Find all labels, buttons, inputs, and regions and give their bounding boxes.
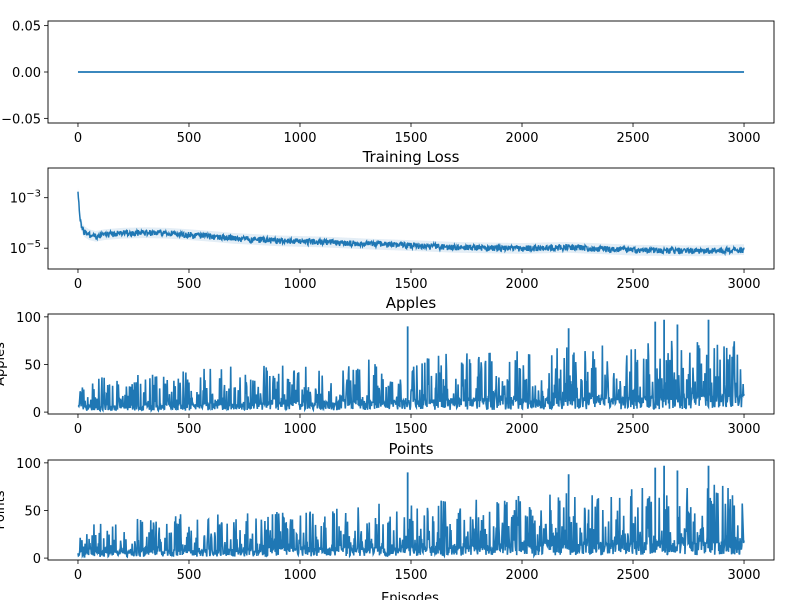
y-axis-label: Points	[0, 490, 8, 529]
subplot-3: Apples Apples 0 500 1000 1500 2000 2500 3000 0 50 1…	[0, 294, 775, 437]
y-tick-label: 10−5	[10, 239, 41, 257]
series-line	[77, 484, 745, 559]
x-tick-label: 1000	[283, 131, 316, 146]
subplot-4: Points Points 0 500 1000 1500 2000 2500 3000 0 50 1…	[0, 440, 775, 583]
subplot-2: Training Loss 0 500 1000 1500 2000 2500 3000 10−…	[10, 148, 775, 292]
x-tick-label: 2500	[616, 422, 649, 437]
x-tick-label: 3000	[727, 568, 760, 583]
x-tick-label: 1500	[394, 422, 427, 437]
y-tick-label: 0	[33, 406, 41, 421]
x-tick-label: 3000	[727, 422, 760, 437]
x-tick-label: 1000	[283, 277, 316, 292]
x-tick-label: 2000	[505, 422, 538, 437]
x-tick-label: 1500	[394, 131, 427, 146]
x-axis-label: Episodes	[381, 591, 439, 600]
series-line	[77, 191, 745, 257]
x-tick-label: 0	[74, 568, 82, 583]
y-tick-label: 0.00	[12, 66, 41, 81]
x-tick-label: 2500	[616, 277, 649, 292]
y-tick-label: 0.05	[12, 20, 41, 35]
y-tick-label: 50	[24, 504, 41, 519]
y-tick-label: 0	[33, 552, 41, 567]
x-tick-label: 500	[177, 131, 202, 146]
x-tick-label: 2000	[505, 568, 538, 583]
x-tick-label: 500	[177, 422, 202, 437]
subplot-title: Points	[388, 440, 433, 458]
x-tick-label: 0	[74, 277, 82, 292]
x-tick-label: 1500	[394, 277, 427, 292]
subplot-title: Training Loss	[362, 148, 460, 166]
subplot-1: 0 500 1000 1500 2000 2500 3000 −0.05 0.00 0.05	[1, 20, 775, 146]
subplot-stack: 0 500 1000 1500 2000 2500 3000−0.050.000.05Tra…	[0, 20, 775, 583]
x-tick-label: 2000	[505, 131, 538, 146]
x-tick-label: 1000	[283, 422, 316, 437]
x-tick-label: 3000	[727, 131, 760, 146]
series-line	[77, 340, 745, 413]
x-tick-label: 3000	[727, 277, 760, 292]
y-tick-label: 50	[24, 358, 41, 373]
y-tick-label: 100	[16, 457, 41, 472]
x-tick-label: 0	[74, 422, 82, 437]
y-tick-label: 100	[16, 311, 41, 326]
x-tick-label: 500	[177, 277, 202, 292]
x-tick-label: 2500	[616, 131, 649, 146]
y-tick-label: 10−3	[10, 189, 41, 207]
x-tick-label: 0	[74, 131, 82, 146]
y-axis-label: Apples	[0, 342, 8, 386]
x-tick-label: 2500	[616, 568, 649, 583]
x-tick-label: 500	[177, 568, 202, 583]
x-tick-label: 1000	[283, 568, 316, 583]
y-tick-label: −0.05	[1, 112, 41, 127]
subplot-title: Apples	[386, 294, 437, 312]
x-tick-label: 2000	[505, 277, 538, 292]
x-tick-label: 1500	[394, 568, 427, 583]
